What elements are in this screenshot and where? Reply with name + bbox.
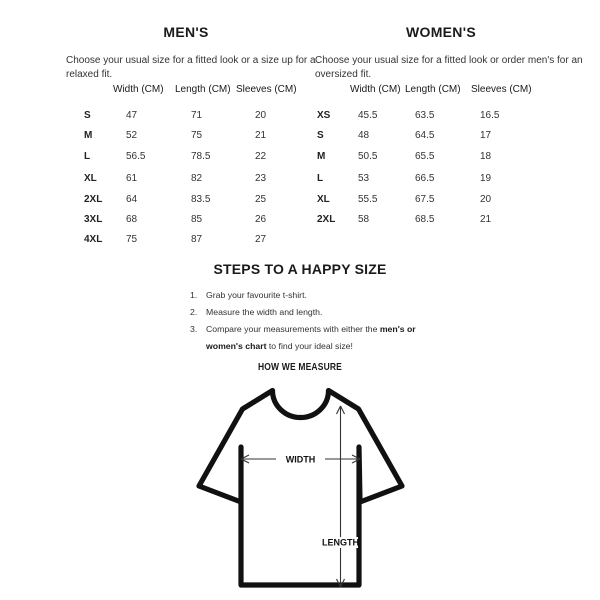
svg-text:LENGTH: LENGTH: [322, 538, 359, 548]
svg-text:WIDTH: WIDTH: [286, 455, 316, 465]
